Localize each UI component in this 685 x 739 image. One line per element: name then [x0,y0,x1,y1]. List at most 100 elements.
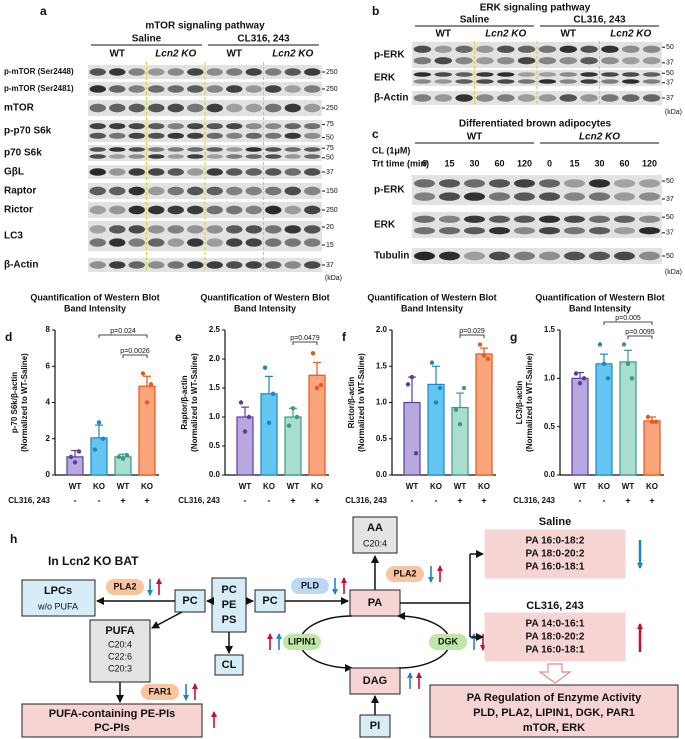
blot-band [128,68,145,76]
row-label: LC3 [4,231,23,242]
chart-title: Quantification of Western Blot [367,292,496,302]
enzyme-label: PLA2 [393,568,416,578]
row-label: p-mTOR (Ser2481) [4,84,74,93]
data-point [148,382,154,387]
data-point [581,376,587,381]
blot-band [167,225,184,234]
blot-band [455,45,473,53]
bar [595,363,613,476]
node-box [21,703,203,738]
blot-band [206,186,223,196]
blot-band [187,132,204,139]
row-label: ERK [374,73,396,84]
blot-band [265,205,282,215]
node-box [21,579,96,617]
blot-band [245,238,262,247]
blot-band [304,68,321,76]
blot-band [517,94,536,102]
blot-band [187,261,204,269]
node-label: PC [221,584,236,596]
species-label: PA 18:0-20:2 [526,632,585,643]
data-point [310,351,316,356]
treatment-label: CL (1μM) [372,145,410,155]
unit-label: (kDa) [325,275,342,282]
treatment-label: CL316, 243 [8,496,50,505]
blot-band [304,103,321,113]
blot-band [517,72,536,77]
blot-band [639,179,660,188]
blot-band [109,225,126,234]
blot-band [265,132,282,139]
blot-band [167,154,184,159]
blot-band [245,123,262,130]
y-tick-label: 0.0 [544,470,556,479]
y-tick-label: 1.0 [209,412,221,421]
blot-band [265,225,282,234]
blot-band [304,238,321,247]
blot-band [622,94,640,102]
marker-label: 50 [666,214,674,221]
blot-band [284,85,301,93]
blot-band [89,168,106,176]
species-label: PA 16:0-18:1 [526,645,585,656]
marker-label: 150 [326,188,338,195]
treatment-label: Saline [132,34,162,45]
chart-title: Band Intensity [64,303,126,313]
genotype-label: Lcn2 KO [610,29,651,40]
x-tick-label: WT [406,482,419,491]
genotype-label: WT [560,29,576,40]
species-label: PA 14:0-16:1 [526,619,585,630]
data-point [290,406,296,411]
y-axis-label: Rictor/β-actin [347,377,356,429]
blot-band [128,261,145,269]
treatment-label: CL316, 243 [513,496,555,505]
genotype-label: WT [467,132,483,143]
marker-label: 250 [326,69,338,76]
blot-band [89,261,106,269]
p-value: p=0.0026 [120,348,149,355]
node-detail: C20:4 [108,639,132,649]
y-tick-label: 8 [46,325,51,334]
node-box [484,612,626,662]
blot-band [206,103,223,113]
marker-label: 50 [666,44,674,51]
blot-band [304,147,321,152]
marker-label: 75 [326,145,334,152]
blot-band [148,168,165,176]
blot-band [589,179,610,188]
bar [427,383,445,476]
blot-band [265,147,282,152]
blot-band [639,192,660,201]
blot-band [167,132,184,139]
blot-band [464,192,485,201]
panel-label: b [372,4,379,18]
node-detail: C20:4 [363,538,387,548]
treatment-sign: + [625,495,630,505]
enzyme-label: LIPIN1 [288,636,316,646]
unit-label: (kDa) [665,269,682,276]
node-box [89,619,151,683]
blot-band [128,205,145,215]
p-value: p=0.029 [459,328,485,335]
blot-band [148,103,165,113]
x-tick-label: KO [93,482,105,491]
data-point [577,380,583,386]
data-point [120,456,126,461]
blot-band [539,227,560,235]
data-point [405,382,411,387]
enzyme-pill [106,579,144,595]
blot-band [109,85,126,93]
genotype-label: Lcn2 KO [579,132,620,143]
blot-band [514,179,535,188]
node-label: PC-PIs [94,722,129,734]
blot-band [148,147,165,152]
blot-band [206,261,223,269]
blot-band [304,225,321,234]
marker-label: 15 [326,242,334,249]
genotype-label: WT [226,49,242,60]
blot-band [589,215,610,223]
blot-band [167,186,184,196]
diagram-title: In Lcn2 KO BAT [48,554,139,568]
row-label: mTOR [4,103,35,114]
blot-band [89,103,106,113]
